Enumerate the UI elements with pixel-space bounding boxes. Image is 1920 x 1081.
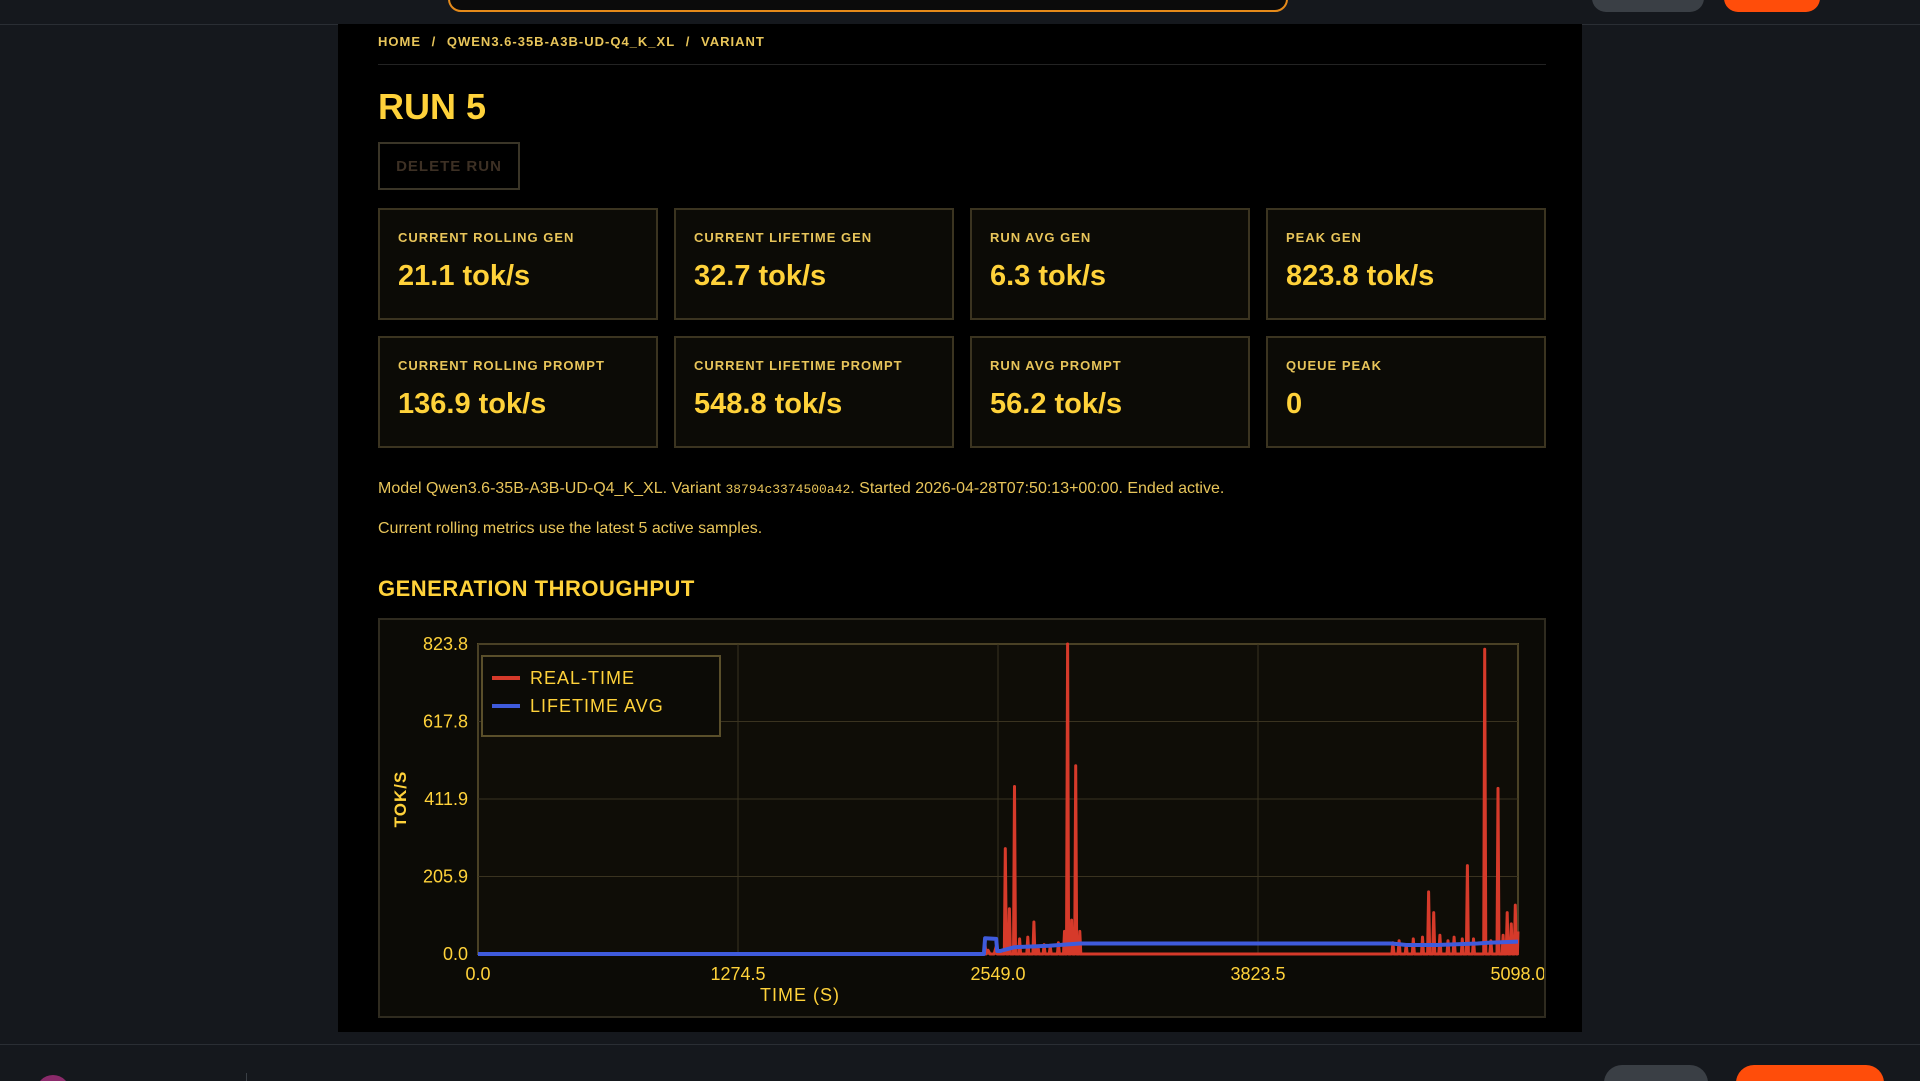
meta-started: 2026-04-28T07:50:13+00:00 bbox=[915, 480, 1119, 497]
breadcrumb-home[interactable]: HOME bbox=[378, 34, 421, 49]
meta-model: Qwen3.6-35B-A3B-UD-Q4_K_XL bbox=[426, 480, 663, 497]
stat-value: 21.1 tok/s bbox=[398, 260, 531, 292]
x-tick-label: 5098.0 bbox=[1490, 964, 1544, 984]
meta-variant-hash: 38794c3374500a42 bbox=[725, 482, 851, 497]
chart-legend[interactable]: REAL-TIME LIFETIME AVG bbox=[481, 655, 721, 737]
stat-label: CURRENT ROLLING PROMPT bbox=[398, 358, 605, 373]
meta-started-prefix: . Started bbox=[850, 480, 916, 497]
legend-box bbox=[481, 655, 721, 737]
x-tick-labels: 0.0 1274.5 2549.0 3823.5 5098.0 bbox=[465, 964, 1544, 984]
page-title: RUN 5 bbox=[378, 86, 487, 127]
stat-value: 0 bbox=[1286, 388, 1303, 420]
y-axis-label: TOK/S bbox=[391, 771, 410, 828]
stat-label: CURRENT LIFETIME PROMPT bbox=[694, 358, 903, 373]
x-tick-label: 2549.0 bbox=[970, 964, 1025, 984]
top-search-field[interactable] bbox=[448, 0, 1288, 12]
stat-label: RUN AVG PROMPT bbox=[990, 358, 1122, 373]
stat-label: PEAK GEN bbox=[1286, 230, 1362, 245]
top-primary-button[interactable] bbox=[1724, 0, 1820, 12]
stat-card-current-rolling-gen: CURRENT ROLLING GEN 21.1 tok/s bbox=[378, 208, 658, 320]
meta-variant-prefix: . Variant bbox=[662, 480, 726, 497]
x-tick-label: 0.0 bbox=[465, 964, 490, 984]
rolling-metrics-note: Current rolling metrics use the latest 5… bbox=[378, 520, 763, 537]
stat-card-current-lifetime-gen: CURRENT LIFETIME GEN 32.7 tok/s bbox=[674, 208, 954, 320]
stat-card-current-lifetime-prompt: CURRENT LIFETIME PROMPT 548.8 tok/s bbox=[674, 336, 954, 448]
legend-label-lifetime-avg[interactable]: LIFETIME AVG bbox=[530, 696, 664, 716]
y-tick-label: 0.0 bbox=[443, 944, 468, 964]
y-tick-label: 617.8 bbox=[423, 712, 468, 732]
y-tick-labels: 823.8 617.8 411.9 205.9 0.0 bbox=[423, 634, 468, 964]
stat-card-current-rolling-prompt: CURRENT ROLLING PROMPT 136.9 tok/s bbox=[378, 336, 658, 448]
y-tick-label: 823.8 bbox=[423, 634, 468, 654]
delete-run-button[interactable]: DELETE RUN bbox=[378, 142, 520, 190]
breadcrumb-variant[interactable]: VARIANT bbox=[701, 34, 765, 49]
stat-card-run-avg-prompt: RUN AVG PROMPT 56.2 tok/s bbox=[970, 336, 1250, 448]
stat-value: 548.8 tok/s bbox=[694, 388, 843, 420]
x-tick-label: 1274.5 bbox=[710, 964, 765, 984]
bottom-divider bbox=[246, 1073, 247, 1081]
meta-ended-prefix: . Ended bbox=[1118, 480, 1179, 497]
y-tick-label: 411.9 bbox=[424, 789, 468, 809]
stat-card-run-avg-gen: RUN AVG GEN 6.3 tok/s bbox=[970, 208, 1250, 320]
stat-label: CURRENT LIFETIME GEN bbox=[694, 230, 873, 245]
run-detail-panel: HOME / QWEN3.6-35B-A3B-UD-Q4_K_XL / VARI… bbox=[338, 24, 1582, 1032]
meta-ended: active. bbox=[1178, 480, 1225, 497]
section-title-generation-throughput: GENERATION THROUGHPUT bbox=[378, 576, 695, 601]
stat-value: 6.3 tok/s bbox=[990, 260, 1107, 292]
stat-value: 823.8 tok/s bbox=[1286, 260, 1435, 292]
y-tick-label: 205.9 bbox=[423, 867, 468, 887]
x-axis-label: TIME (S) bbox=[760, 985, 840, 1005]
breadcrumb: HOME / QWEN3.6-35B-A3B-UD-Q4_K_XL / VARI… bbox=[378, 34, 771, 49]
generation-throughput-chart: 823.8 617.8 411.9 205.9 0.0 0.0 1274.5 2549.0 3… bbox=[378, 618, 1546, 1018]
bottom-secondary-button[interactable] bbox=[1604, 1065, 1708, 1081]
breadcrumb-model[interactable]: QWEN3.6-35B-A3B-UD-Q4_K_XL bbox=[446, 34, 676, 49]
stat-value: 136.9 tok/s bbox=[398, 388, 547, 420]
legend-label-realtime[interactable]: REAL-TIME bbox=[530, 668, 635, 688]
bottom-bar bbox=[0, 1044, 1920, 1081]
stat-label: RUN AVG GEN bbox=[990, 230, 1092, 245]
stat-value: 56.2 tok/s bbox=[990, 388, 1123, 420]
bottom-primary-button[interactable] bbox=[1736, 1065, 1884, 1081]
avatar[interactable] bbox=[36, 1075, 70, 1081]
stat-card-peak-gen: PEAK GEN 823.8 tok/s bbox=[1266, 208, 1546, 320]
x-tick-label: 3823.5 bbox=[1230, 964, 1285, 984]
run-metadata: Model Qwen3.6-35B-A3B-UD-Q4_K_XL. Varian… bbox=[378, 480, 1224, 498]
breadcrumb-divider bbox=[378, 64, 1546, 65]
series-line-realtime bbox=[478, 642, 1520, 956]
stat-card-queue-peak: QUEUE PEAK 0 bbox=[1266, 336, 1546, 448]
breadcrumb-separator: / bbox=[431, 34, 437, 49]
stat-value: 32.7 tok/s bbox=[694, 260, 827, 292]
stat-label: CURRENT ROLLING GEN bbox=[398, 230, 575, 245]
stat-label: QUEUE PEAK bbox=[1286, 358, 1382, 373]
meta-model-prefix: Model bbox=[378, 480, 427, 497]
top-secondary-button[interactable] bbox=[1592, 0, 1704, 12]
chart-svg: 823.8 617.8 411.9 205.9 0.0 0.0 1274.5 2549.0 3… bbox=[391, 634, 1544, 1005]
chart-series bbox=[478, 642, 1520, 956]
breadcrumb-separator: / bbox=[685, 34, 691, 49]
top-app-bar bbox=[0, 0, 1920, 25]
series-line-lifetime-avg bbox=[478, 936, 1519, 956]
